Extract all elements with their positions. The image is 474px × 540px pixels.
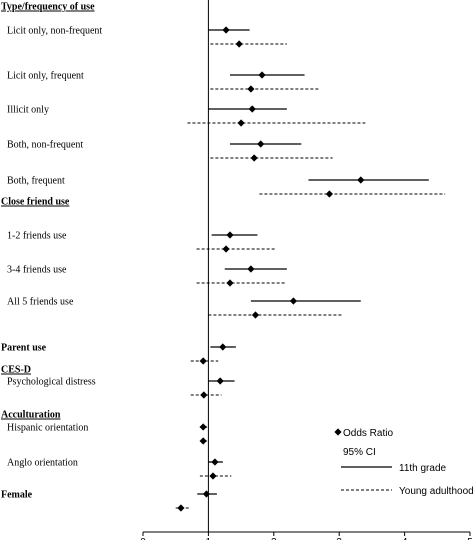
or-marker-young-adulthood: [325, 190, 333, 198]
or-marker-young-adulthood: [199, 437, 207, 445]
plot-rows: Type/frequency of use Licit only, non-fre…: [1, 2, 446, 512]
legend-marker-label: Odds Ratio: [343, 428, 393, 439]
x-tick-label: 2: [271, 537, 277, 540]
or-marker-11th-grade: [216, 377, 224, 385]
or-marker-11th-grade: [211, 458, 219, 466]
legend-label-11th-grade: 11th grade: [399, 463, 447, 474]
row-label: Both, frequent: [7, 176, 65, 187]
or-marker-young-adulthood: [226, 279, 234, 287]
row-label: Licit only, non-frequent: [7, 26, 102, 37]
or-marker-11th-grade: [357, 176, 365, 184]
legend-label-young-adulthood: Young adulthood: [399, 486, 474, 497]
or-marker-11th-grade: [222, 26, 230, 34]
or-marker-young-adulthood: [235, 40, 243, 48]
section-header: Close friend use: [1, 197, 70, 208]
x-axis: 0 1 2 3 4 5: [140, 531, 473, 540]
section-header: Acculturation: [1, 410, 61, 421]
x-tick-label: 1: [206, 537, 212, 540]
legend-ci-label: 95% CI: [343, 447, 376, 458]
legend: Odds Ratio 95% CI 11th grade Young adulthoo…: [334, 428, 474, 497]
legend-diamond-marker: [334, 428, 342, 436]
row-label: Parent use: [1, 343, 47, 354]
x-tick-label: 0: [140, 537, 146, 540]
or-marker-young-adulthood: [209, 472, 217, 480]
or-marker-11th-grade: [257, 140, 265, 148]
or-marker-11th-grade: [199, 423, 207, 431]
or-marker-young-adulthood: [250, 154, 258, 162]
x-tick-label: 4: [402, 537, 408, 540]
or-marker-young-adulthood: [200, 391, 208, 399]
or-marker-young-adulthood: [199, 357, 207, 365]
or-marker-young-adulthood: [251, 311, 260, 319]
or-marker-11th-grade: [219, 343, 227, 351]
or-marker-11th-grade: [289, 297, 298, 305]
or-marker-young-adulthood: [177, 504, 185, 512]
row-label: 1-2 friends use: [7, 231, 67, 242]
x-tick-label: 5: [467, 537, 473, 540]
or-marker-11th-grade: [258, 71, 266, 79]
row-label: Anglo orientation: [7, 458, 78, 469]
row-label: Psychological distress: [7, 377, 96, 388]
or-marker-11th-grade: [248, 105, 256, 113]
row-label: 3-4 friends use: [7, 265, 67, 276]
or-marker-young-adulthood: [222, 245, 230, 253]
or-marker-young-adulthood: [247, 85, 255, 93]
or-marker-11th-grade: [247, 265, 255, 273]
or-marker-11th-grade: [226, 231, 234, 239]
section-header: Type/frequency of use: [1, 2, 95, 13]
row-label: Hispanic orientation: [7, 423, 88, 434]
row-label: Both, non-frequent: [7, 140, 83, 151]
row-label: All 5 friends use: [7, 297, 74, 308]
row-label: Licit only, frequent: [7, 71, 84, 82]
row-label: Female: [1, 490, 33, 501]
row-label: Illicit only: [7, 105, 49, 116]
section-header: CES-D: [1, 365, 31, 376]
x-tick-label: 3: [336, 537, 342, 540]
or-marker-young-adulthood: [237, 119, 245, 127]
or-marker-11th-grade: [202, 490, 211, 498]
